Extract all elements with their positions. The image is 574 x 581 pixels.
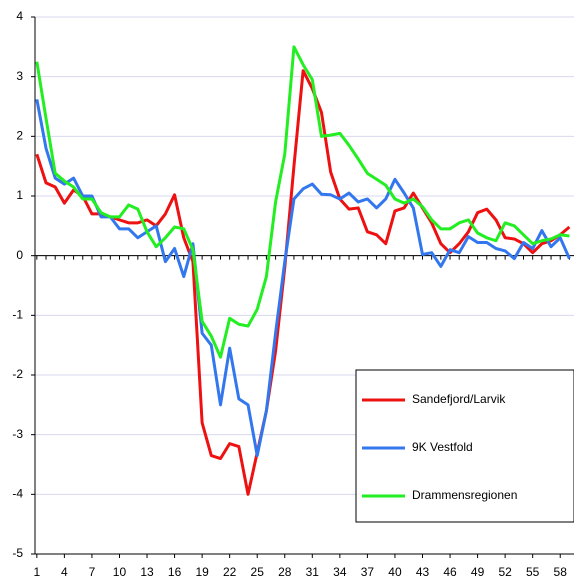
legend-label: Sandefjord/Larvik [412, 392, 506, 406]
x-tick-label: 7 [89, 565, 96, 579]
x-tick-label: 10 [113, 565, 127, 579]
y-tick-label: 0 [16, 248, 23, 262]
x-tick-label: 28 [278, 565, 292, 579]
x-tick-label: 22 [223, 565, 237, 579]
y-tick-label: -2 [12, 367, 23, 381]
y-tick-label: 4 [16, 9, 23, 23]
y-tick-label: -1 [12, 308, 23, 322]
x-tick-label: 16 [168, 565, 182, 579]
x-tick-label: 31 [306, 565, 320, 579]
x-tick-label: 1 [33, 565, 40, 579]
x-tick-label: 55 [526, 565, 540, 579]
series-line [35, 99, 571, 458]
y-tick-label: -3 [12, 427, 23, 441]
x-tick-label: 37 [361, 565, 375, 579]
legend-label: Drammensregionen [412, 488, 517, 502]
x-tick-label: 46 [443, 565, 457, 579]
x-tick-label: 52 [498, 565, 512, 579]
x-tick-label: 25 [251, 565, 265, 579]
x-tick-label: 19 [195, 565, 209, 579]
x-tick-label: 58 [554, 565, 568, 579]
x-tick-label: 4 [61, 565, 68, 579]
y-tick-label: 3 [16, 69, 23, 83]
x-tick-label: 34 [333, 565, 347, 579]
legend-label: 9K Vestfold [412, 440, 473, 454]
series-line [35, 69, 571, 496]
y-tick-label: 1 [16, 188, 23, 202]
y-tick-label: -5 [12, 546, 23, 560]
series-line [35, 45, 570, 359]
x-tick-label: 40 [388, 565, 402, 579]
x-tick-label: 13 [140, 565, 154, 579]
y-tick-label: 2 [16, 129, 23, 143]
x-tick-label: 43 [416, 565, 430, 579]
x-tick-label: 49 [471, 565, 485, 579]
y-tick-label: -4 [12, 487, 23, 501]
